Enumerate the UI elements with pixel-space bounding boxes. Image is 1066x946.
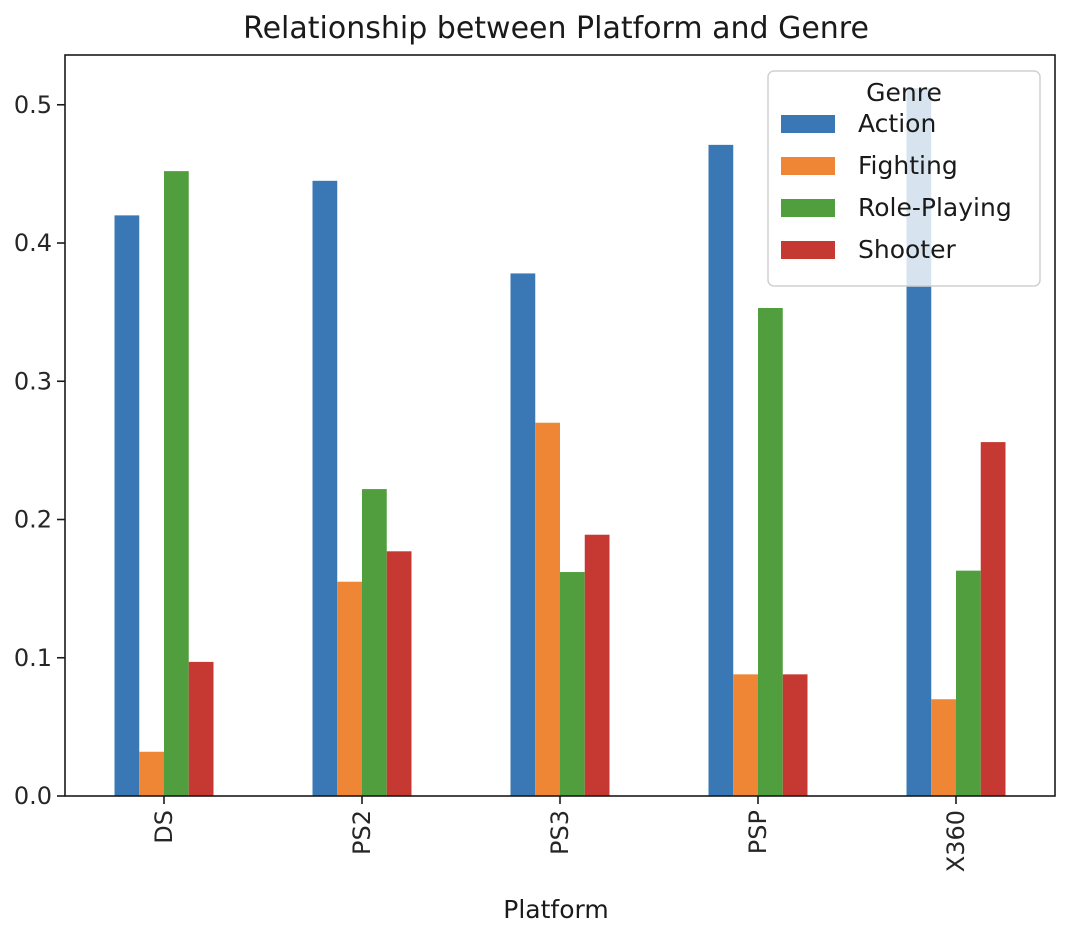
bar-shooter-psp (782, 674, 808, 796)
bar-fighting-ps3 (535, 422, 560, 796)
legend-label-role-playing: Role-Playing (858, 193, 1012, 222)
x-tick-label: PS2 (348, 810, 376, 855)
bar-action-ps3 (510, 273, 536, 796)
legend-swatch-shooter (781, 241, 835, 259)
bar-action-psp (708, 144, 734, 797)
x-tick-label: PS3 (546, 810, 574, 855)
legend-label-action: Action (858, 109, 936, 138)
legend-title: Genre (866, 78, 942, 107)
y-tick-label: 0.3 (14, 367, 52, 395)
bar-role-playing-x360 (956, 570, 981, 796)
bar-action-ps2 (312, 180, 338, 797)
y-tick-label: 0.0 (14, 782, 52, 810)
x-tick-label: PSP (744, 810, 772, 854)
legend-label-fighting: Fighting (858, 151, 958, 180)
bar-fighting-psp (733, 674, 758, 796)
bar-fighting-ds (139, 751, 164, 796)
bar-role-playing-ps3 (560, 572, 585, 796)
legend-swatch-action (781, 115, 835, 133)
bar-shooter-ps3 (584, 534, 610, 796)
bar-role-playing-psp (758, 307, 783, 796)
bar-fighting-x360 (931, 699, 956, 796)
bar-role-playing-ps2 (362, 489, 387, 796)
bar-shooter-x360 (980, 442, 1006, 796)
bar-shooter-ps2 (386, 551, 412, 796)
y-tick-label: 0.4 (14, 229, 52, 257)
axes-layer: 0.0 0.1 0.2 0.3 0.4 0.5 DS PS2 PS3 PSP X360 (14, 54, 1056, 872)
legend-swatch-fighting (781, 157, 835, 175)
bar-role-playing-ds (164, 171, 189, 796)
chart-title: Relationship between Platform and Genre (243, 11, 869, 46)
y-tick-label: 0.1 (14, 644, 52, 672)
legend: Genre Action Fighting Role-Playing Shooter (767, 70, 1041, 287)
bar-fighting-ps2 (337, 581, 362, 796)
bar-action-ds (114, 215, 140, 796)
y-tick-label: 0.5 (14, 91, 52, 119)
x-axis-title: Platform (503, 895, 608, 924)
legend-frame (767, 70, 1041, 287)
x-tick-label: X360 (942, 810, 970, 872)
bars-layer (114, 88, 1006, 797)
y-tick-label: 0.2 (14, 506, 52, 534)
x-tick-label: DS (150, 810, 178, 844)
legend-label-shooter: Shooter (858, 235, 956, 264)
legend-swatch-role-playing (781, 199, 835, 217)
bar-shooter-ds (188, 661, 214, 796)
